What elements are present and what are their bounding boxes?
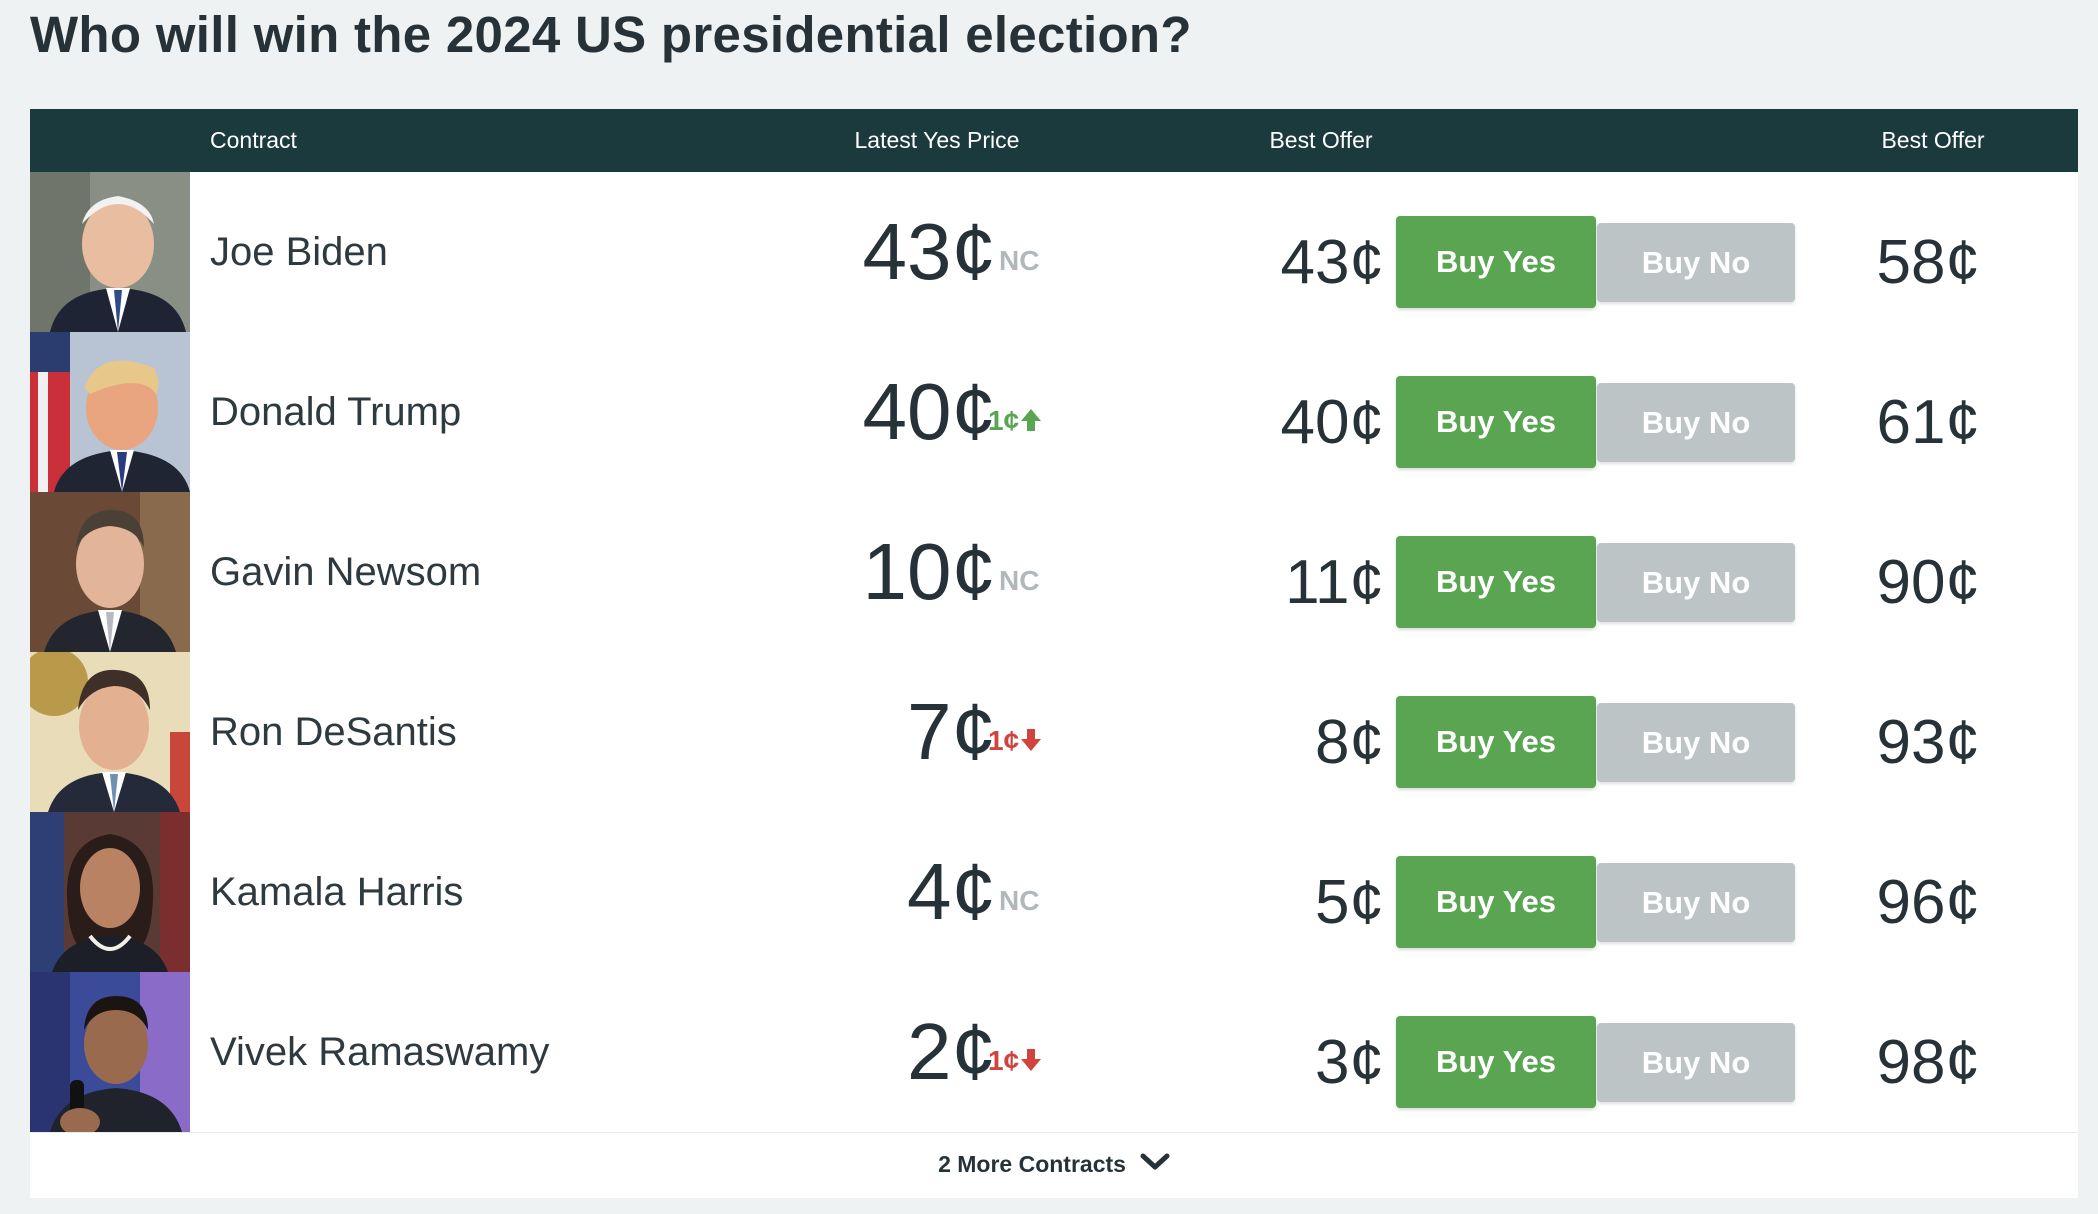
buy-yes-button[interactable]: Buy Yes: [1396, 696, 1596, 788]
buy-no-button[interactable]: Buy No: [1597, 383, 1795, 462]
arrow-up-icon: [1020, 334, 1042, 512]
latest-yes-price: 4¢: [907, 847, 996, 936]
header-contract: Contract: [210, 127, 297, 153]
candidate-photo[interactable]: [30, 332, 190, 492]
contract-name[interactable]: Ron DeSantis: [210, 710, 457, 754]
best-offer-no: 61¢: [1876, 388, 1980, 457]
buy-no-button[interactable]: Buy No: [1597, 1023, 1795, 1102]
price-change: 1¢: [988, 652, 1098, 832]
table-row: Kamala Harris 4¢ NC 5¢ Buy Yes Buy No 96…: [30, 812, 2078, 973]
best-offer-no: 93¢: [1876, 708, 1980, 777]
contract-name[interactable]: Gavin Newsom: [210, 550, 482, 594]
buy-yes-button[interactable]: Buy Yes: [1396, 376, 1596, 468]
arrow-down-icon: [1020, 654, 1042, 832]
candidate-photo[interactable]: [30, 812, 190, 972]
buy-no-button[interactable]: Buy No: [1597, 223, 1795, 302]
change-value: NC: [999, 245, 1040, 276]
latest-yes-price: 10¢: [862, 527, 996, 616]
table-row: Donald Trump 40¢ 1¢ 40¢ Buy Yes Buy No 6…: [30, 332, 2078, 493]
table-row: Joe Biden 43¢ NC 43¢ Buy Yes Buy No 58¢: [30, 172, 2078, 333]
change-value: NC: [999, 565, 1040, 596]
change-value: 1¢: [988, 1045, 1020, 1076]
candidate-photo[interactable]: [30, 172, 190, 332]
latest-yes-price: 7¢: [907, 687, 996, 776]
contract-name[interactable]: Vivek Ramaswamy: [210, 1030, 550, 1074]
chevron-down-icon: [1140, 1132, 1170, 1196]
best-offer-no: 58¢: [1876, 228, 1980, 297]
change-value: NC: [999, 885, 1040, 916]
buy-no-button[interactable]: Buy No: [1597, 863, 1795, 942]
table-header: Contract Latest Yes Price Best Offer Bes…: [30, 109, 2078, 172]
latest-yes-price: 40¢: [862, 367, 996, 456]
best-offer-yes: 43¢: [1280, 228, 1384, 297]
buy-yes-button[interactable]: Buy Yes: [1396, 1016, 1596, 1108]
price-change: 1¢: [988, 332, 1098, 512]
contract-name[interactable]: Joe Biden: [210, 230, 388, 274]
table-row: Ron DeSantis 7¢ 1¢ 8¢ Buy Yes Buy No 93¢: [30, 652, 2078, 813]
price-change: NC: [988, 492, 1109, 670]
buy-yes-button[interactable]: Buy Yes: [1396, 216, 1596, 308]
latest-yes-price: 43¢: [862, 207, 996, 296]
candidate-photo[interactable]: [30, 972, 190, 1132]
header-best-offer-yes: Best Offer: [1269, 127, 1373, 153]
price-change: 1¢: [988, 972, 1098, 1152]
candidate-photo[interactable]: [30, 652, 190, 812]
best-offer-no: 96¢: [1876, 868, 1980, 937]
buy-yes-button[interactable]: Buy Yes: [1396, 856, 1596, 948]
buy-no-button[interactable]: Buy No: [1597, 543, 1795, 622]
buy-no-button[interactable]: Buy No: [1597, 703, 1795, 782]
best-offer-no: 98¢: [1876, 1028, 1980, 1097]
price-change: NC: [988, 172, 1109, 350]
contract-name[interactable]: Kamala Harris: [210, 870, 464, 914]
buy-yes-button[interactable]: Buy Yes: [1396, 536, 1596, 628]
more-contracts-label: 2 More Contracts: [938, 1151, 1126, 1177]
change-value: 1¢: [988, 405, 1020, 436]
best-offer-yes: 8¢: [1315, 708, 1384, 777]
header-latest-yes-price: Latest Yes Price: [854, 127, 1020, 153]
page-title: Who will win the 2024 US presidential el…: [30, 6, 1192, 63]
price-change: NC: [988, 812, 1109, 990]
table-row: Gavin Newsom 10¢ NC 11¢ Buy Yes Buy No 9…: [30, 492, 2078, 653]
arrow-down-icon: [1020, 974, 1042, 1152]
more-contracts-toggle[interactable]: 2 More Contracts: [30, 1132, 2078, 1198]
market-table: Contract Latest Yes Price Best Offer Bes…: [30, 109, 2078, 1198]
best-offer-yes: 3¢: [1315, 1028, 1384, 1097]
best-offer-no: 90¢: [1876, 548, 1980, 617]
contract-name[interactable]: Donald Trump: [210, 390, 462, 434]
best-offer-yes: 40¢: [1280, 388, 1384, 457]
table-row: Vivek Ramaswamy 2¢ 1¢ 3¢ Buy Yes Buy No …: [30, 972, 2078, 1133]
best-offer-yes: 11¢: [1285, 548, 1384, 617]
latest-yes-price: 2¢: [907, 1007, 996, 1096]
best-offer-yes: 5¢: [1315, 868, 1384, 937]
candidate-photo[interactable]: [30, 492, 190, 652]
header-best-offer-no: Best Offer: [1881, 127, 1985, 153]
change-value: 1¢: [988, 725, 1020, 756]
